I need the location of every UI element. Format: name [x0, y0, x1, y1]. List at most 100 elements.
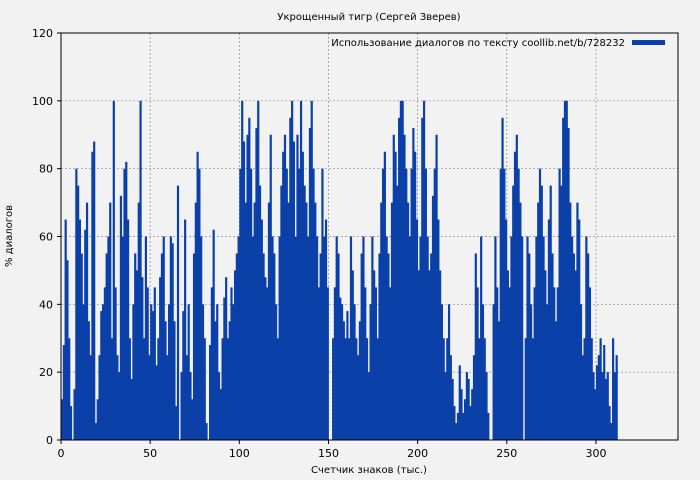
- bar: [274, 304, 278, 440]
- bar: [389, 287, 392, 440]
- bar: [506, 270, 509, 440]
- bar: [323, 236, 326, 440]
- bar: [344, 338, 347, 440]
- bar: [537, 202, 540, 440]
- bar: [326, 287, 329, 440]
- bar: [335, 236, 338, 440]
- bar: [110, 338, 114, 440]
- y-axis: 0 20 40 60 80 100 120: [32, 27, 61, 447]
- bar: [201, 304, 205, 440]
- bar: [542, 236, 545, 440]
- bar: [462, 412, 465, 440]
- bar: [483, 338, 486, 440]
- bar: [538, 168, 542, 440]
- bar: [289, 117, 292, 441]
- bar: [547, 219, 551, 440]
- bar: [216, 304, 219, 440]
- bar: [209, 345, 212, 440]
- bar: [560, 185, 563, 440]
- bar: [612, 338, 615, 440]
- bar: [278, 236, 281, 440]
- bar: [546, 304, 549, 440]
- bar: [417, 270, 420, 440]
- bar: [159, 277, 162, 440]
- bar: [558, 168, 561, 440]
- bar: [524, 338, 527, 440]
- bar: [150, 304, 153, 440]
- bar: [285, 168, 288, 440]
- bar: [348, 338, 351, 440]
- bar: [353, 304, 356, 440]
- bar: [93, 141, 96, 441]
- bar: [471, 389, 474, 440]
- bar: [519, 202, 522, 440]
- bar: [169, 236, 172, 440]
- bar: [280, 185, 283, 440]
- bar: [496, 287, 499, 440]
- bar: [480, 236, 483, 440]
- bar: [130, 378, 133, 440]
- bar: [251, 236, 254, 440]
- bar: [424, 168, 427, 440]
- bar: [360, 253, 363, 440]
- bar: [579, 304, 583, 440]
- bar: [385, 236, 388, 440]
- bar: [399, 100, 402, 440]
- bar: [572, 253, 575, 440]
- bar: [91, 151, 94, 441]
- bar: [308, 127, 312, 440]
- bar: [355, 338, 358, 440]
- bar: [594, 389, 597, 440]
- bar: [312, 168, 315, 440]
- bar: [69, 406, 73, 440]
- bar: [262, 253, 265, 440]
- bar: [182, 311, 185, 440]
- bar: [198, 168, 201, 440]
- bar: [440, 304, 444, 440]
- bar: [494, 236, 497, 440]
- bar: [563, 100, 567, 440]
- bar: [203, 338, 206, 440]
- bar: [217, 372, 221, 440]
- bar: [415, 219, 419, 440]
- bar: [185, 355, 189, 440]
- bar: [512, 185, 515, 440]
- bar: [458, 365, 461, 440]
- bar: [260, 219, 263, 440]
- y-axis-label: % диалогов: [4, 205, 15, 267]
- bar: [77, 185, 80, 440]
- bar: [125, 161, 128, 440]
- bar: [80, 253, 83, 440]
- bar: [314, 202, 317, 440]
- bar: [392, 134, 395, 440]
- bar: [349, 236, 353, 440]
- bar: [319, 253, 322, 440]
- bar: [390, 202, 394, 440]
- bar: [528, 253, 531, 440]
- bar: [232, 304, 235, 440]
- bar: [237, 236, 240, 440]
- bar: [123, 168, 126, 440]
- x-tick-label: 300: [585, 447, 606, 460]
- bar: [303, 185, 306, 440]
- bar: [405, 168, 408, 440]
- bar: [189, 372, 192, 440]
- bar: [531, 338, 534, 440]
- bar: [339, 297, 342, 440]
- bar: [61, 399, 64, 440]
- bar: [451, 378, 454, 440]
- bar: [529, 304, 533, 440]
- bar: [562, 117, 565, 441]
- bar: [569, 202, 572, 440]
- bar: [535, 236, 538, 440]
- bar: [62, 345, 65, 440]
- bar: [191, 399, 194, 440]
- bar: [132, 304, 135, 440]
- bar: [116, 355, 119, 440]
- bar: [266, 287, 269, 440]
- bar: [430, 253, 433, 440]
- bar: [378, 253, 381, 440]
- bar: [604, 378, 608, 440]
- bar: [367, 372, 370, 440]
- bar: [292, 141, 296, 441]
